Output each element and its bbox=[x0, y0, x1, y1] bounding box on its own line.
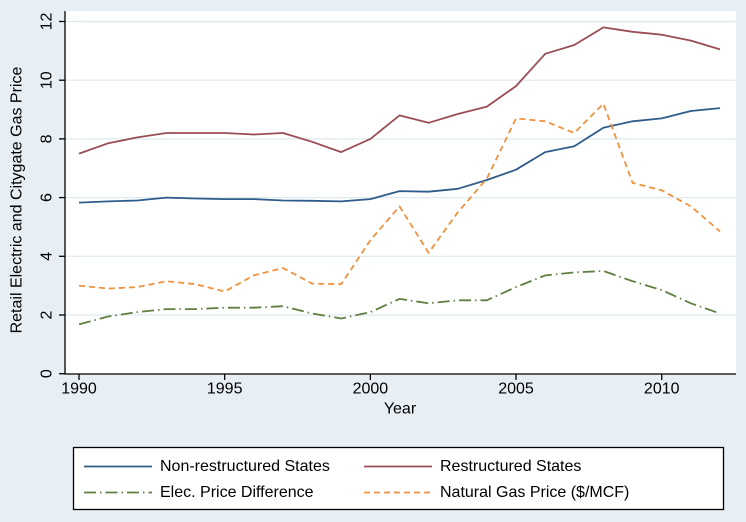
series-line-elec-price-difference bbox=[78, 270, 721, 326]
series-line-natural-gas-price-mcf bbox=[78, 102, 721, 293]
legend-label-restructured: Restructured States bbox=[440, 458, 581, 475]
y-tick-label-6: 6 bbox=[39, 193, 56, 202]
y-tick-label-4: 4 bbox=[39, 252, 56, 261]
series-line-restructured-states bbox=[78, 26, 721, 155]
legend-label-natural-gas-price: Natural Gas Price ($/MCF) bbox=[440, 484, 629, 501]
y-tick-label-2: 2 bbox=[39, 310, 56, 319]
x-axis-title: Year bbox=[384, 401, 417, 418]
x-axis-tick-labels: 1990 1995 2000 2005 2010 bbox=[61, 381, 679, 398]
y-axis-ticks bbox=[59, 20, 65, 375]
series-lines bbox=[78, 26, 721, 326]
y-tick-label-12: 12 bbox=[39, 13, 56, 31]
y-tick-label-10: 10 bbox=[39, 71, 56, 89]
series-line-non-restructured-states bbox=[78, 107, 721, 204]
plot-area bbox=[65, 11, 736, 374]
y-tick-label-0: 0 bbox=[39, 369, 56, 378]
y-axis-tick-labels: 0 2 4 6 8 10 12 bbox=[39, 13, 56, 379]
legend-label-elec-price-difference: Elec. Price Difference bbox=[160, 484, 314, 501]
x-tick-label-2010: 2010 bbox=[644, 381, 680, 398]
x-axis-ticks bbox=[78, 374, 663, 380]
y-tick-label-8: 8 bbox=[39, 134, 56, 143]
legend-box bbox=[72, 446, 725, 511]
x-tick-label-2005: 2005 bbox=[498, 381, 534, 398]
x-tick-label-2000: 2000 bbox=[353, 381, 389, 398]
legend-label-non-restructured: Non-restructured States bbox=[160, 458, 330, 475]
y-axis-title: Retail Electric and Citygate Gas Price bbox=[9, 67, 26, 334]
x-tick-label-1995: 1995 bbox=[207, 381, 243, 398]
legend: Non-restructured States Restructured Sta… bbox=[72, 446, 725, 511]
x-tick-label-1990: 1990 bbox=[61, 381, 97, 398]
